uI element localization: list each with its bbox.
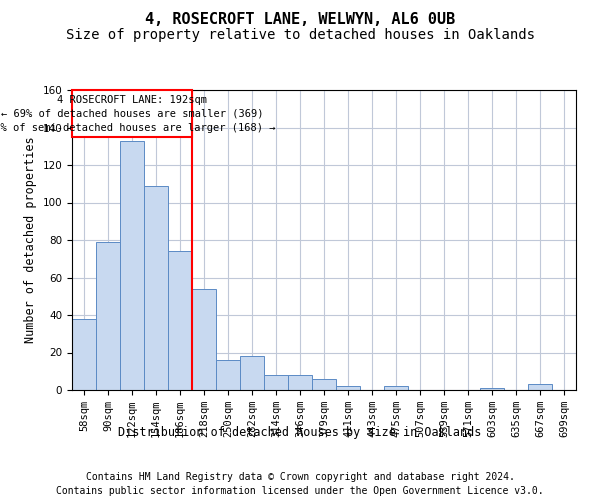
Bar [120, 140, 144, 390]
Bar [216, 360, 240, 390]
Text: Size of property relative to detached houses in Oaklands: Size of property relative to detached ho… [65, 28, 535, 42]
Bar [72, 319, 96, 390]
Bar [384, 386, 408, 390]
Text: Contains HM Land Registry data © Crown copyright and database right 2024.: Contains HM Land Registry data © Crown c… [86, 472, 514, 482]
Bar [96, 242, 120, 390]
Bar [192, 289, 216, 390]
Bar [240, 356, 264, 390]
Bar [480, 388, 504, 390]
Text: Distribution of detached houses by size in Oaklands: Distribution of detached houses by size … [118, 426, 482, 439]
FancyBboxPatch shape [72, 90, 192, 137]
Bar [264, 375, 288, 390]
Bar [336, 386, 360, 390]
Bar [288, 375, 312, 390]
Text: 4 ROSECROFT LANE: 192sqm: 4 ROSECROFT LANE: 192sqm [57, 96, 207, 106]
Bar [144, 186, 168, 390]
Text: Contains public sector information licensed under the Open Government Licence v3: Contains public sector information licen… [56, 486, 544, 496]
Bar [168, 251, 192, 390]
Text: ← 69% of detached houses are smaller (369): ← 69% of detached houses are smaller (36… [1, 108, 263, 118]
Y-axis label: Number of detached properties: Number of detached properties [24, 136, 37, 344]
Text: 31% of semi-detached houses are larger (168) →: 31% of semi-detached houses are larger (… [0, 124, 276, 134]
Bar [312, 379, 336, 390]
Text: 4, ROSECROFT LANE, WELWYN, AL6 0UB: 4, ROSECROFT LANE, WELWYN, AL6 0UB [145, 12, 455, 28]
Bar [528, 384, 552, 390]
